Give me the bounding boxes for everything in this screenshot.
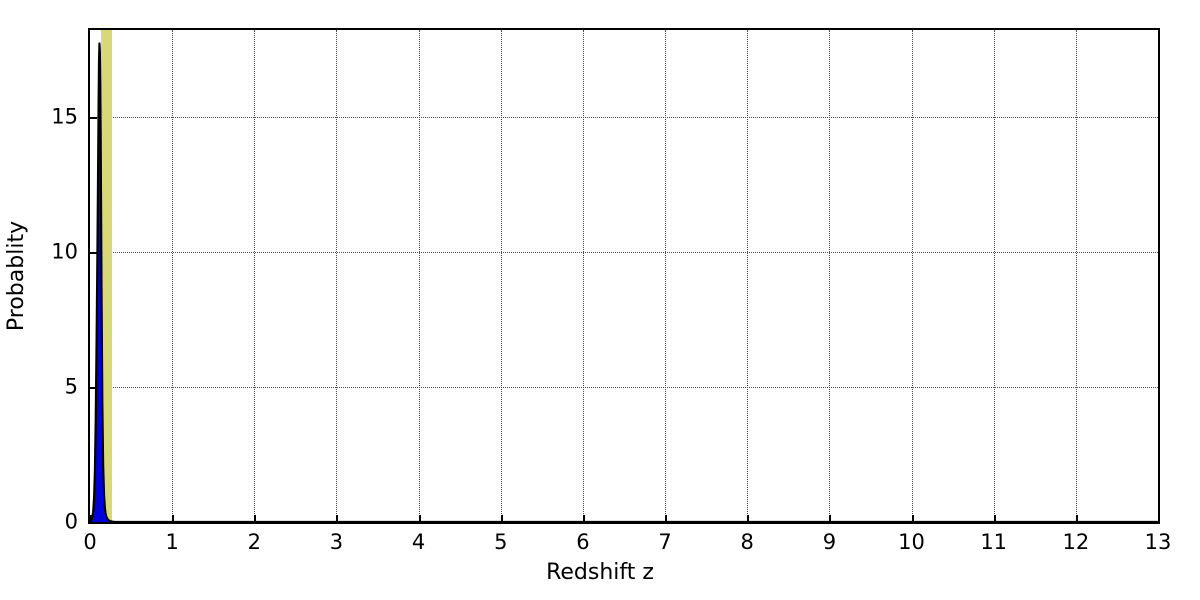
x-tick-label: 5 (494, 530, 508, 554)
x-tick-mark (1075, 515, 1078, 522)
x-tick-label: 1 (165, 530, 179, 554)
x-tick-label: 12 (1062, 530, 1090, 554)
x-tick-label: 13 (1144, 530, 1172, 554)
x-tick-mark (336, 515, 339, 522)
x-tick-mark (665, 515, 668, 522)
x-tick-mark (993, 515, 996, 522)
x-tick-mark (911, 515, 914, 522)
x-tick-mark (90, 515, 92, 522)
y-tick-mark (90, 116, 97, 119)
x-tick-mark (172, 515, 175, 522)
y-tick-mark (90, 251, 97, 254)
x-tick-label: 3 (329, 530, 344, 554)
x-tick-label: 7 (658, 530, 672, 554)
x-tick-mark (829, 515, 832, 522)
x-tick-mark (747, 515, 750, 522)
y-tick-label: 0 (64, 509, 78, 534)
y-tick-label: 10 (51, 239, 78, 264)
x-tick-mark (582, 515, 585, 522)
x-tick-label: 4 (411, 530, 426, 554)
x-axis-label: Redshift z (546, 560, 654, 585)
x-tick-label: 10 (898, 530, 925, 554)
confidence-band-layer (90, 30, 1158, 522)
y-tick-label: 5 (64, 374, 78, 399)
x-tick-mark (418, 515, 421, 522)
x-tick-label: 6 (576, 530, 590, 554)
y-tick-mark (90, 386, 97, 389)
plot-axes-area (88, 28, 1160, 524)
confidence-band (101, 30, 112, 522)
x-tick-mark (1158, 515, 1160, 522)
x-tick-label: 11 (980, 530, 1008, 554)
x-tick-mark (254, 515, 257, 522)
x-tick-mark (500, 515, 503, 522)
x-tick-label: 8 (740, 530, 754, 554)
x-tick-label: 2 (247, 530, 261, 554)
y-tick-label: 15 (51, 104, 78, 128)
y-tick-mark (90, 522, 97, 524)
x-tick-label: 0 (83, 530, 97, 554)
x-tick-label: 9 (822, 530, 837, 554)
y-axis-label: Probablity (4, 220, 29, 332)
